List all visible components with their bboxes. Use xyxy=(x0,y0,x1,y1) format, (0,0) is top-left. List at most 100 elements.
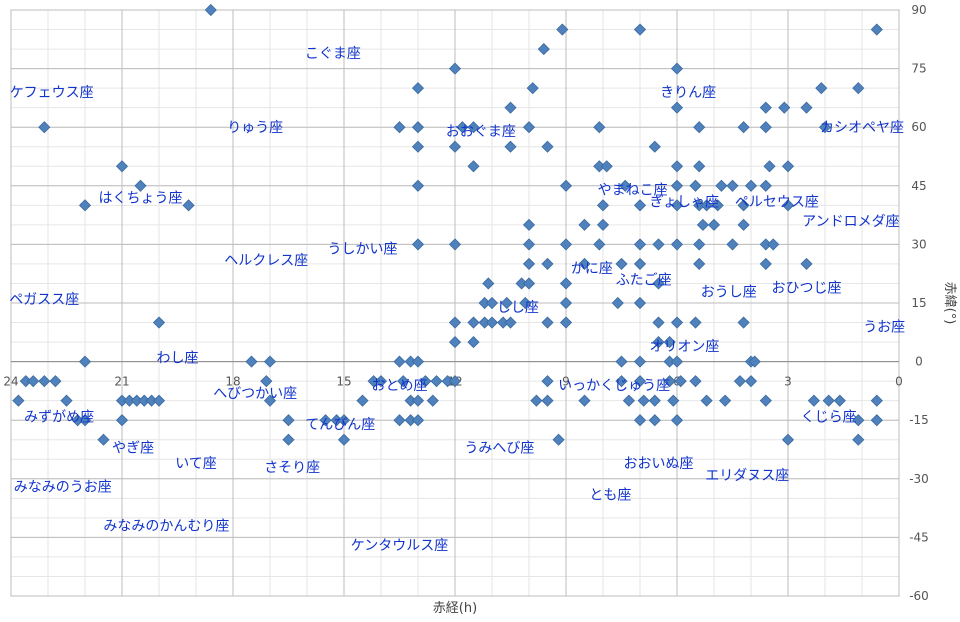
data-point xyxy=(411,121,425,134)
constellation-label: さそり座 xyxy=(264,460,320,476)
data-point xyxy=(448,336,462,349)
data-point xyxy=(674,375,687,388)
constellation-label: ペルセウス座 xyxy=(735,194,819,210)
data-point xyxy=(815,82,828,95)
data-point xyxy=(822,394,835,407)
data-point xyxy=(448,238,462,251)
data-point xyxy=(778,101,791,114)
data-point xyxy=(411,179,425,192)
data-point xyxy=(448,375,462,388)
data-point xyxy=(467,160,480,173)
data-point xyxy=(12,394,25,407)
data-point xyxy=(530,394,543,407)
data-point xyxy=(615,375,628,388)
data-point xyxy=(663,336,676,349)
data-point xyxy=(559,316,573,329)
data-point xyxy=(748,355,761,368)
data-point xyxy=(800,257,813,270)
constellation-label: しし座 xyxy=(497,300,539,316)
data-point xyxy=(633,414,647,427)
data-point xyxy=(689,375,702,388)
data-point xyxy=(726,238,739,251)
data-point xyxy=(38,121,51,134)
data-point xyxy=(485,296,499,310)
data-point xyxy=(818,121,832,134)
data-point xyxy=(419,375,432,388)
data-point xyxy=(633,199,647,212)
x-tick-label: 3 xyxy=(784,375,792,389)
data-point xyxy=(522,238,536,251)
data-point xyxy=(448,140,462,153)
constellation-label: くじら座 xyxy=(801,409,857,425)
data-point xyxy=(337,414,351,427)
x-tick-label: 9 xyxy=(562,375,570,389)
y-tick-label: 45 xyxy=(911,179,926,193)
data-point xyxy=(182,199,195,212)
data-point xyxy=(204,3,217,17)
constellation-label: はくちょう座 xyxy=(99,191,183,207)
constellation-label: やまねこ座 xyxy=(598,183,668,199)
y-tick-label: -60 xyxy=(909,589,929,603)
data-point xyxy=(670,316,684,329)
data-point xyxy=(263,394,277,407)
data-point xyxy=(759,179,772,192)
data-point xyxy=(667,394,680,407)
constellation-label: うお座 xyxy=(863,319,905,335)
data-point xyxy=(781,160,795,173)
x-tick-label: 0 xyxy=(895,375,903,389)
constellation-label: こぐま座 xyxy=(305,46,361,62)
data-point xyxy=(670,179,684,192)
constellation-label: うしかい座 xyxy=(328,241,398,257)
data-point xyxy=(522,218,536,231)
data-point xyxy=(781,199,795,212)
data-point xyxy=(600,160,613,173)
data-point xyxy=(767,238,780,251)
data-point xyxy=(374,375,388,388)
y-tick-label: 0 xyxy=(915,355,923,369)
constellation-label: おひつじ座 xyxy=(772,280,842,296)
constellation-label: みずがめ座 xyxy=(24,409,94,425)
data-point xyxy=(115,160,129,173)
y-tick-label: 30 xyxy=(911,237,926,251)
data-point xyxy=(541,316,554,329)
x-tick-label: 18 xyxy=(225,375,240,389)
data-point xyxy=(852,414,865,427)
data-point xyxy=(615,257,628,270)
constellation-label: おうし座 xyxy=(701,284,757,300)
data-point xyxy=(652,316,665,329)
data-point xyxy=(467,316,480,329)
data-point xyxy=(522,277,536,290)
data-point xyxy=(448,62,462,75)
data-point xyxy=(578,218,591,231)
data-point xyxy=(615,355,628,368)
constellation-label: アンドロメダ座 xyxy=(802,214,899,230)
data-point xyxy=(744,179,758,192)
data-point xyxy=(27,375,40,388)
constellation-label: へびつかい座 xyxy=(213,386,297,402)
y-tick-label: 75 xyxy=(911,62,926,76)
data-point xyxy=(652,336,665,349)
constellation-label: みなみのかんむり座 xyxy=(103,519,229,535)
data-point xyxy=(696,218,709,231)
data-point xyxy=(482,277,495,290)
data-point xyxy=(737,316,750,329)
data-point xyxy=(670,355,684,368)
x-tick-label: 24 xyxy=(3,375,18,389)
constellation-label: エリダヌス座 xyxy=(705,468,789,484)
data-point xyxy=(559,179,573,192)
data-point xyxy=(559,277,573,290)
data-point xyxy=(593,121,606,134)
data-point xyxy=(719,394,732,407)
data-points xyxy=(12,3,883,446)
data-point xyxy=(411,238,425,251)
data-point xyxy=(467,121,480,134)
constellation-label: うみへび座 xyxy=(464,441,534,457)
data-point xyxy=(759,257,772,270)
x-axis-title: 赤経(h) xyxy=(433,601,477,616)
y-tick-label: -15 xyxy=(909,413,929,427)
constellation-label: カシオペヤ座 xyxy=(820,120,904,136)
y-tick-label: -45 xyxy=(909,530,929,544)
constellation-label: とも座 xyxy=(589,487,631,503)
data-point xyxy=(78,199,92,212)
